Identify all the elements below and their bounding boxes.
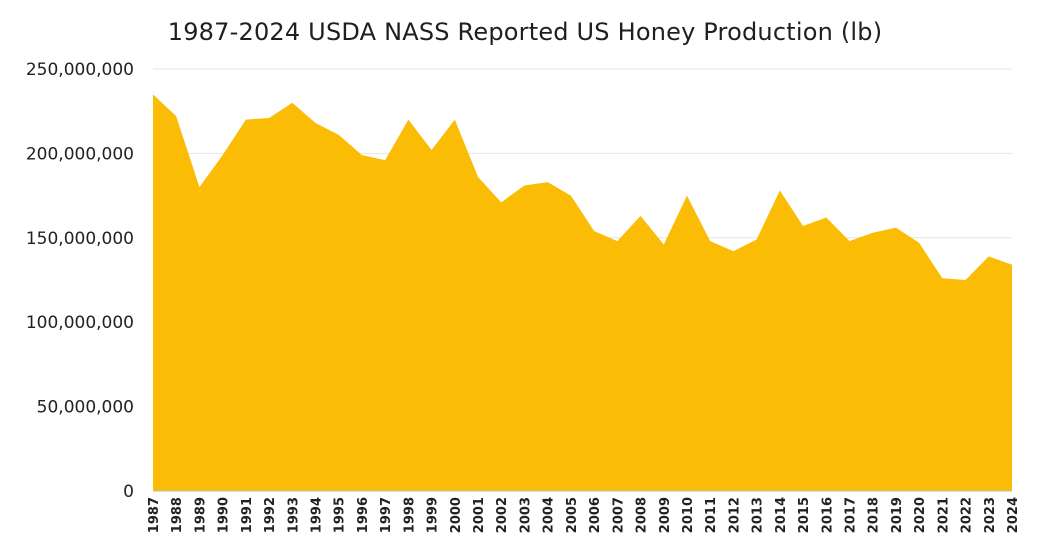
x-tick-label: 2015 bbox=[797, 497, 812, 533]
x-tick-label: 1999 bbox=[426, 497, 441, 533]
y-tick-label: 250,000,000 bbox=[26, 60, 134, 80]
chart-title: 1987-2024 USDA NASS Reported US Honey Pr… bbox=[167, 18, 883, 46]
x-tick-label: 2023 bbox=[983, 497, 998, 533]
y-tick-label: 150,000,000 bbox=[26, 229, 134, 249]
x-tick-label: 2000 bbox=[449, 497, 464, 533]
x-tick-label: 2021 bbox=[936, 497, 951, 533]
x-tick-label: 2007 bbox=[611, 497, 626, 533]
x-tick-label: 2001 bbox=[472, 497, 487, 533]
x-tick-label: 2016 bbox=[820, 497, 835, 533]
y-tick-label: 50,000,000 bbox=[37, 398, 134, 418]
x-tick-label: 1987 bbox=[147, 497, 162, 533]
x-tick-label: 2009 bbox=[658, 497, 673, 533]
x-tick-label: 1997 bbox=[379, 497, 394, 533]
x-tick-label: 1994 bbox=[310, 497, 325, 533]
x-tick-label: 1995 bbox=[333, 497, 348, 533]
x-tick-label: 2012 bbox=[727, 497, 742, 533]
x-tick-label: 1993 bbox=[286, 497, 301, 533]
x-tick-label: 2004 bbox=[542, 497, 557, 533]
x-tick-label: 2008 bbox=[635, 497, 650, 533]
x-tick-label: 2020 bbox=[913, 497, 928, 533]
y-tick-label: 0 bbox=[123, 482, 134, 502]
x-tick-label: 2018 bbox=[867, 497, 882, 533]
x-tick-label: 2010 bbox=[681, 497, 696, 533]
x-tick-label: 2013 bbox=[751, 497, 766, 533]
x-tick-label: 1991 bbox=[240, 497, 255, 533]
x-tick-label: 2011 bbox=[704, 497, 719, 533]
x-tick-label: 2003 bbox=[518, 497, 533, 533]
honey-production-area bbox=[153, 94, 1012, 491]
x-tick-label: 2017 bbox=[843, 497, 858, 533]
x-tick-label: 2024 bbox=[1006, 497, 1021, 533]
x-tick-label: 2014 bbox=[774, 497, 789, 533]
x-tick-label: 1990 bbox=[217, 497, 232, 533]
y-tick-label: 200,000,000 bbox=[26, 144, 134, 164]
y-tick-label: 100,000,000 bbox=[26, 313, 134, 333]
x-tick-label: 2005 bbox=[565, 497, 580, 533]
x-tick-label: 1998 bbox=[402, 497, 417, 533]
x-tick-label: 2002 bbox=[495, 497, 510, 533]
x-tick-label: 2019 bbox=[890, 497, 905, 533]
x-tick-label: 1989 bbox=[193, 497, 208, 533]
x-tick-label: 1996 bbox=[356, 497, 371, 533]
x-tick-label: 2022 bbox=[960, 497, 975, 533]
x-tick-label: 1992 bbox=[263, 497, 278, 533]
x-tick-label: 1988 bbox=[170, 497, 185, 533]
x-tick-label: 2006 bbox=[588, 497, 603, 533]
